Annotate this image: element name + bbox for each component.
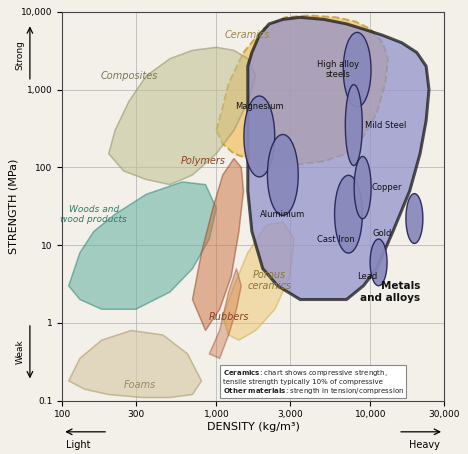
Polygon shape bbox=[192, 158, 243, 331]
Text: Lead: Lead bbox=[357, 271, 377, 281]
Polygon shape bbox=[69, 331, 201, 398]
Text: Woods and
wood products: Woods and wood products bbox=[60, 204, 127, 224]
Text: Gold: Gold bbox=[373, 229, 392, 238]
Y-axis label: STRENGTH (MPa): STRENGTH (MPa) bbox=[8, 158, 18, 254]
Text: Cast Iron: Cast Iron bbox=[317, 235, 355, 243]
Text: High alloy
steels: High alloy steels bbox=[317, 60, 359, 79]
Text: Foams: Foams bbox=[124, 380, 156, 390]
Polygon shape bbox=[69, 182, 216, 309]
Polygon shape bbox=[354, 157, 371, 219]
Polygon shape bbox=[267, 134, 298, 215]
Polygon shape bbox=[216, 15, 388, 164]
Polygon shape bbox=[406, 194, 423, 243]
Text: Porous
ceramics: Porous ceramics bbox=[247, 270, 291, 291]
Text: Heavy: Heavy bbox=[409, 439, 440, 449]
Text: Polymers: Polymers bbox=[181, 156, 226, 166]
Polygon shape bbox=[223, 222, 294, 340]
Polygon shape bbox=[345, 84, 362, 166]
Polygon shape bbox=[109, 47, 256, 185]
Text: Copper: Copper bbox=[371, 183, 402, 192]
Text: Rubbers: Rubbers bbox=[208, 312, 249, 322]
Text: Mild Steel: Mild Steel bbox=[365, 121, 406, 129]
Polygon shape bbox=[370, 239, 387, 286]
Text: Light: Light bbox=[66, 439, 91, 449]
Text: Aluminium: Aluminium bbox=[260, 210, 306, 219]
Text: $\bf{Ceramics}$: chart shows compressive strength,
tensile strength typically 10: $\bf{Ceramics}$: chart shows compressive… bbox=[223, 368, 404, 396]
Polygon shape bbox=[244, 96, 275, 177]
Polygon shape bbox=[248, 17, 429, 300]
Polygon shape bbox=[209, 269, 241, 358]
Text: Ceramics: Ceramics bbox=[225, 30, 271, 40]
Text: Metals
and alloys: Metals and alloys bbox=[360, 281, 420, 303]
Text: Weak: Weak bbox=[16, 340, 25, 365]
Text: Strong: Strong bbox=[16, 39, 25, 69]
Polygon shape bbox=[335, 175, 362, 253]
Text: Magnesium: Magnesium bbox=[235, 102, 284, 111]
X-axis label: DENSITY (kg/m³): DENSITY (kg/m³) bbox=[207, 422, 300, 432]
Text: Composites: Composites bbox=[100, 71, 157, 81]
Polygon shape bbox=[344, 32, 371, 107]
